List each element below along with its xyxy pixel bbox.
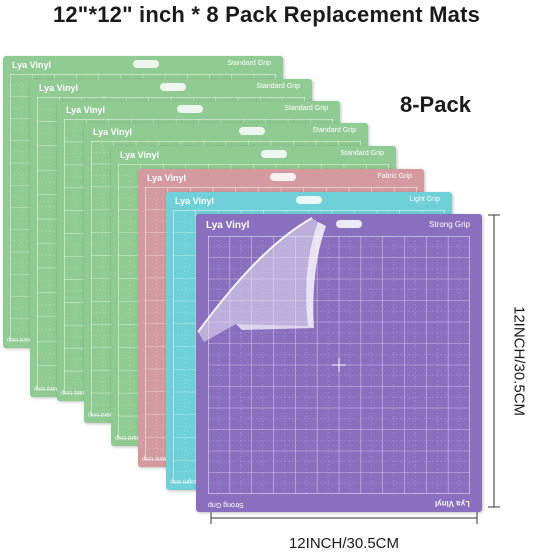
mat-grip-label: Fabric Grip — [377, 173, 412, 180]
mat-brand: Lya Vinyl — [120, 150, 160, 160]
mat-grid — [208, 236, 470, 494]
mat-brand: Lya Vinyl — [12, 60, 52, 70]
hang-hole — [261, 150, 287, 158]
page-title: 12"*12" inch * 8 Pack Replacement Mats — [52, 2, 481, 27]
mat-grip-label: Standard Grip — [284, 105, 328, 112]
mat-grip-label: Standard Grip — [340, 150, 384, 157]
height-dimension-line — [488, 214, 500, 508]
mat-brand: Lya Vinyl — [147, 173, 187, 183]
hang-hole — [270, 173, 296, 181]
hang-hole — [336, 220, 362, 228]
mat-brand: Lya Vinyl — [66, 105, 106, 115]
hang-hole — [133, 60, 159, 68]
hang-hole — [296, 196, 322, 204]
mat-grip-label: Standard Grip — [227, 60, 271, 67]
mat-brand: Lya Vinyl — [206, 220, 250, 231]
mat-grip-label: Standard Grip — [256, 83, 300, 90]
mat-grip-label-rotated: Strong Grip — [208, 501, 244, 508]
mat-grip-label-rotated: Light Grip — [170, 478, 197, 484]
pack-count-label: 8-Pack — [400, 92, 471, 117]
mat-brand: Lya Vinyl — [39, 83, 79, 93]
width-dimension-label: 12INCH/30.5CM — [288, 535, 400, 552]
protective-film-peel — [197, 217, 326, 342]
mat-brand-rotated: Lya Vinyl — [435, 499, 470, 508]
mat-grip-label: Standard Grip — [312, 127, 356, 134]
width-dimension-line — [210, 512, 478, 524]
mat-brand: Lya Vinyl — [93, 127, 133, 137]
height-dimension-label: 12INCH/30.5CM — [510, 305, 528, 417]
hang-hole — [177, 105, 203, 113]
mat-brand: Lya Vinyl — [175, 196, 215, 206]
cutting-mat-strong: Lya Vinyl Strong Grip Lya Vinyl Strong G… — [196, 214, 482, 512]
hang-hole — [239, 127, 265, 135]
hang-hole — [160, 83, 186, 91]
mat-grip-label: Light Grip — [409, 196, 440, 203]
mat-grip-label: Strong Grip — [429, 220, 470, 229]
